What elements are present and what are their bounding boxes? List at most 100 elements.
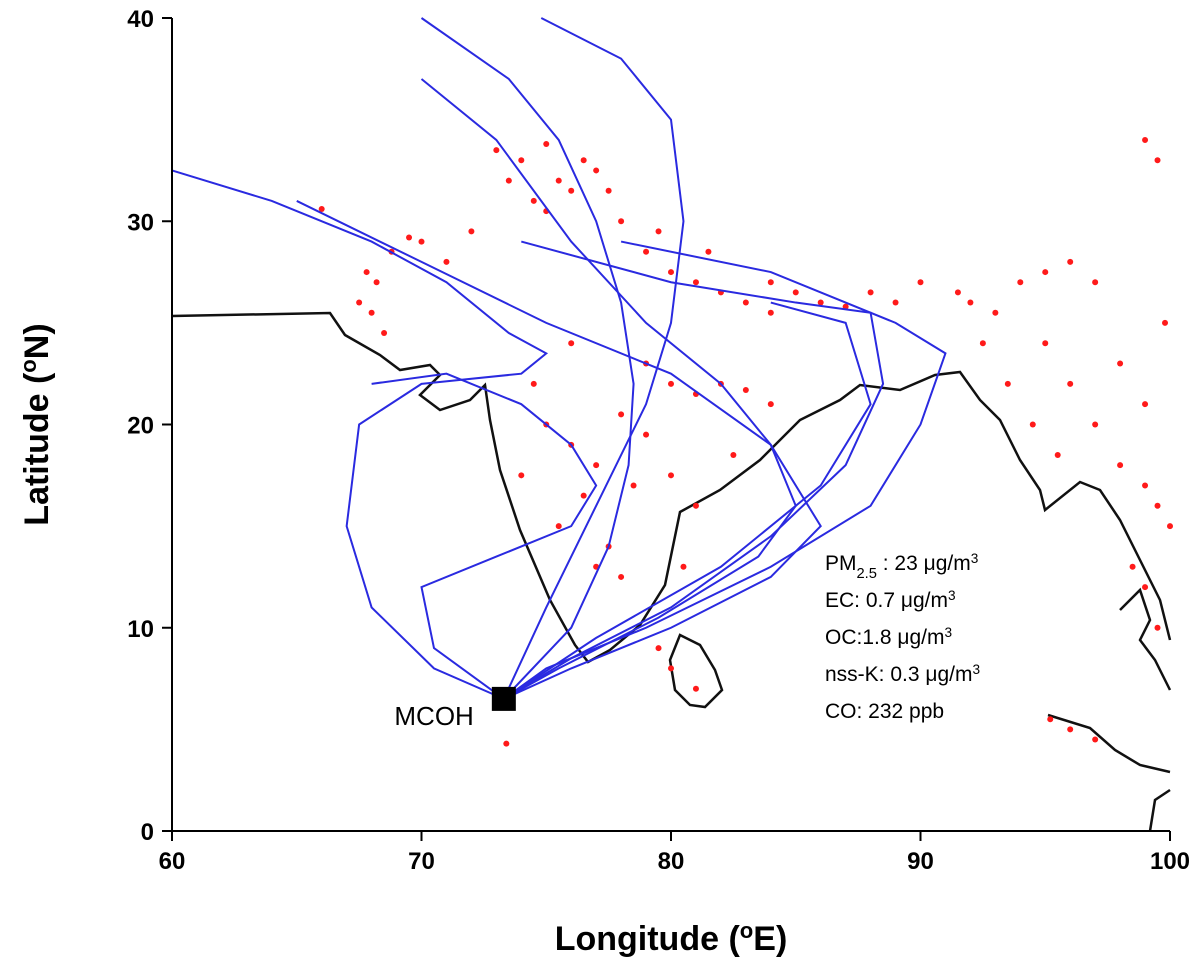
fire-point [892, 299, 899, 306]
annotation: nss-K: 0.3 μg/m3 [825, 662, 980, 687]
text-part: Latitude ( [18, 372, 56, 526]
fire-point [381, 330, 388, 337]
fire-point [1047, 716, 1054, 723]
fire-point [505, 177, 512, 184]
trajectory [503, 240, 947, 700]
trajectory [171, 169, 549, 700]
x-tick-label: 60 [159, 848, 186, 875]
fire-point [954, 289, 961, 296]
fire-point [493, 147, 500, 154]
fire-point [767, 401, 774, 408]
y-tick-label: 0 [141, 819, 154, 846]
y-tick-label: 10 [127, 616, 154, 643]
fire-point [730, 451, 737, 458]
y-tick-label: 40 [127, 6, 154, 33]
text-part: 3 [972, 662, 980, 677]
text-part: PM [825, 552, 857, 575]
fire-point [593, 462, 600, 469]
fire-point [1117, 360, 1124, 367]
fire-point [580, 492, 587, 499]
fire-point [1092, 736, 1099, 743]
fire-point [692, 502, 699, 509]
site-marker [491, 686, 516, 711]
trajectory [502, 17, 685, 700]
fire-point [692, 279, 699, 286]
text-part: CO: 232 ppb [825, 700, 944, 723]
fire-point [742, 299, 749, 306]
fire-point [1142, 584, 1149, 591]
fire-point [917, 279, 924, 286]
x-tick-label: 100 [1150, 848, 1190, 875]
coastline [171, 311, 1172, 664]
trajectory [503, 301, 872, 700]
fire-point [568, 340, 575, 347]
coastline [668, 633, 724, 709]
fire-point [867, 289, 874, 296]
fire-point [555, 523, 562, 530]
trajectory [296, 200, 822, 700]
coastline [1047, 713, 1171, 774]
annotation: PM2.5 : 23 μg/m3 [825, 551, 978, 583]
fire-point [643, 248, 650, 255]
fire-point [555, 177, 562, 184]
x-tick-label: 70 [408, 848, 435, 875]
fire-point [655, 228, 662, 235]
fire-point [1067, 380, 1074, 387]
fire-point [655, 645, 662, 652]
fire-point [1154, 502, 1161, 509]
fire-point [1154, 624, 1161, 631]
annotation: OC:1.8 μg/m3 [825, 625, 952, 650]
text-part: OC:1.8 μg/m [825, 626, 944, 649]
fire-point [373, 279, 380, 286]
trajectory [503, 240, 885, 700]
x-axis-title: Longitude (oE) [555, 918, 788, 959]
fire-point [418, 238, 425, 245]
fire-point [692, 685, 699, 692]
fire-point [618, 218, 625, 225]
text-part: Longitude ( [555, 920, 741, 958]
fire-point [1167, 523, 1173, 530]
fire-point [1129, 563, 1136, 570]
fire-point [1092, 421, 1099, 428]
fire-point [1029, 421, 1036, 428]
fire-point [705, 248, 712, 255]
trajectory [371, 372, 598, 700]
fire-point [518, 472, 525, 479]
site-label: MCOH [394, 701, 473, 731]
text-part: N) [18, 323, 56, 359]
fire-point [618, 411, 625, 418]
x-tick-label: 80 [658, 848, 685, 875]
coastline [1148, 788, 1171, 832]
fire-point [1054, 451, 1061, 458]
fire-point [979, 340, 986, 347]
text-part: o [740, 918, 754, 943]
text-part: E) [753, 920, 787, 958]
annotation: CO: 232 ppb [825, 700, 944, 723]
fire-point [503, 740, 510, 747]
fire-point [1154, 157, 1161, 164]
text-part: EC: 0.7 μg/m [825, 589, 948, 612]
fire-point [767, 309, 774, 316]
fire-point [742, 386, 749, 393]
fire-point [1042, 340, 1049, 347]
fire-point [1092, 279, 1099, 286]
fire-point [593, 167, 600, 174]
fire-point [1162, 319, 1169, 326]
fire-point [1067, 726, 1074, 733]
fire-point [1017, 279, 1024, 286]
fire-point [817, 299, 824, 306]
fire-point [368, 309, 375, 316]
fire-point [605, 187, 612, 194]
fire-point [580, 157, 587, 164]
fire-point [406, 234, 413, 241]
fire-point [1004, 380, 1011, 387]
fire-point [1067, 258, 1074, 265]
fire-point [618, 573, 625, 580]
annotation: EC: 0.7 μg/m3 [825, 588, 956, 613]
text-part: nss-K: 0.3 μg/m [825, 663, 972, 686]
fire-point [443, 258, 450, 265]
fire-point [518, 157, 525, 164]
fire-point [967, 299, 974, 306]
text-part: 3 [944, 625, 952, 640]
